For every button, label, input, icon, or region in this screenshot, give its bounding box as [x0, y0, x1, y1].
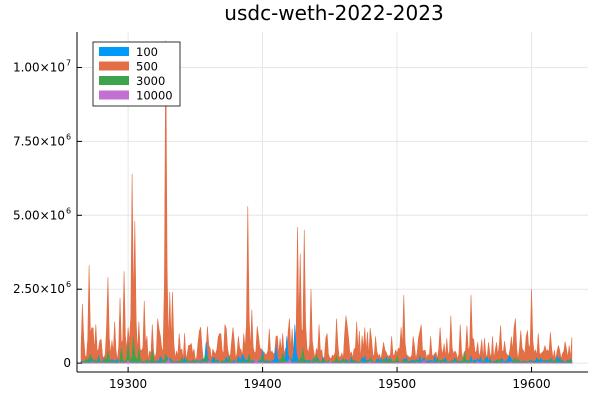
legend-label-100: 100 [136, 45, 158, 59]
series-area-500 [80, 40, 573, 364]
legend-label-10000: 10000 [136, 89, 173, 103]
x-tick-label-2: 19500 [378, 377, 416, 391]
legend-swatch-3000 [99, 76, 129, 85]
series-area-3000 [80, 336, 573, 364]
y-tick-label-1: 2.50×10 [13, 282, 65, 296]
x-tick-label-0: 19300 [109, 377, 147, 391]
y-tick-label-0: 0 [63, 356, 71, 370]
x-tick-label-1: 19400 [243, 377, 281, 391]
legend-label-3000: 3000 [136, 74, 165, 88]
legend-swatch-500 [99, 61, 129, 71]
y-tick-exponent-4: 7 [66, 58, 71, 67]
y-tick-label-3: 7.50×10 [13, 134, 65, 148]
series-layer [80, 40, 573, 364]
chart-title: usdc-weth-2022-2023 [224, 1, 443, 25]
y-tick-exponent-1: 6 [66, 280, 71, 289]
y-tick-exponent-3: 6 [66, 132, 71, 141]
y-tick-exponent-2: 6 [66, 206, 71, 215]
series-area-10000 [80, 358, 573, 364]
x-tick-label-3: 19600 [512, 377, 550, 391]
legend-swatch-10000 [99, 90, 129, 100]
y-tick-label-2: 5.00×10 [13, 208, 65, 222]
legend-swatch-100 [99, 47, 129, 56]
y-tick-label-4: 1.00×10 [13, 60, 65, 74]
legend-label-500: 500 [136, 60, 158, 74]
